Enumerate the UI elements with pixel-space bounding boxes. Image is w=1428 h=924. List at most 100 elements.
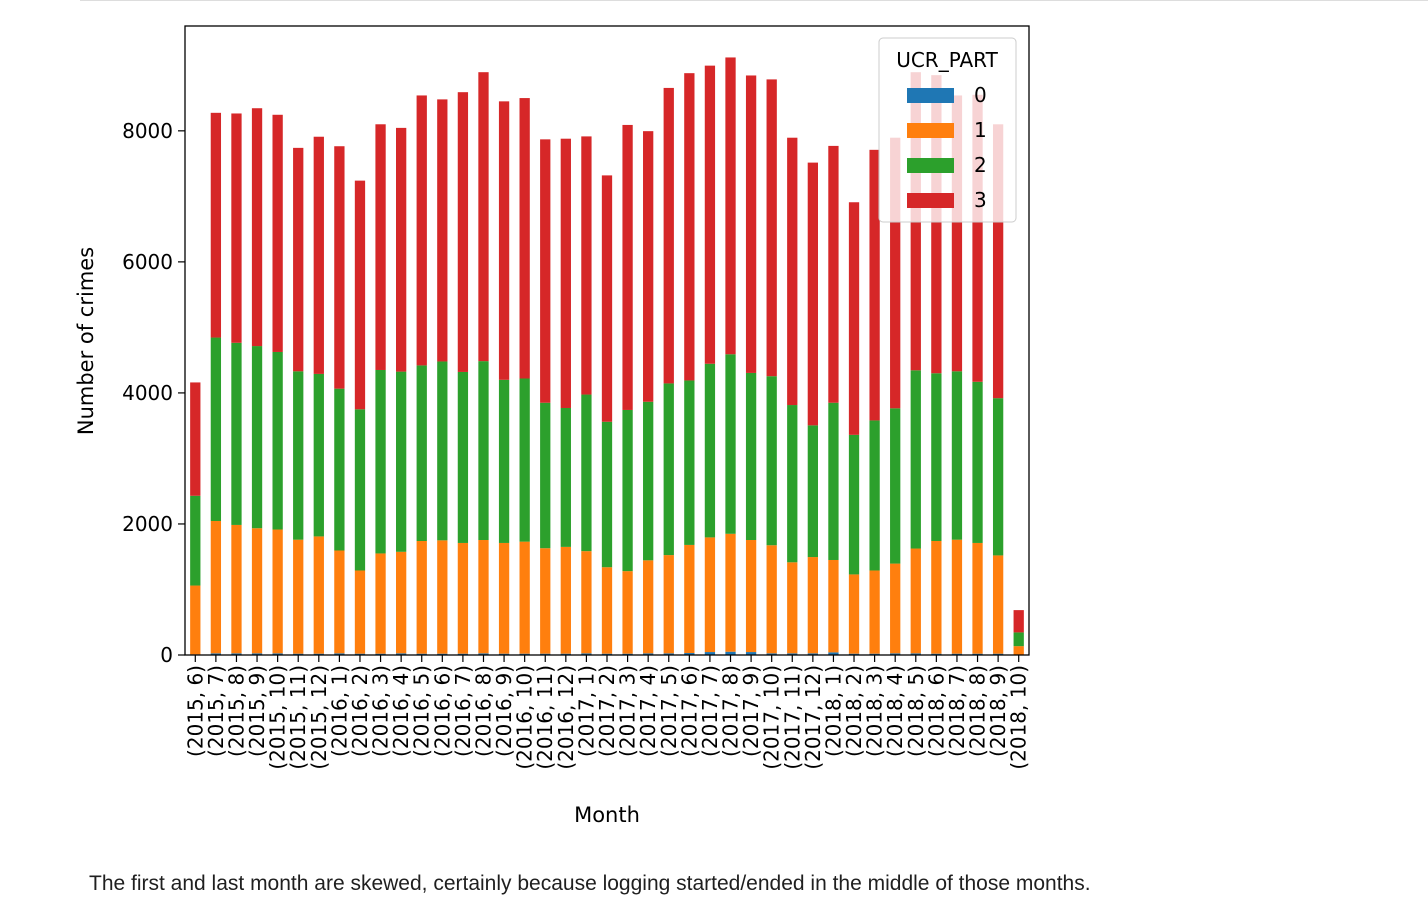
bar-segment-ucr3 — [498, 101, 510, 380]
bar-segment-ucr2 — [643, 401, 654, 561]
bar-segment-ucr2 — [354, 409, 366, 571]
bar-segment-ucr1 — [848, 574, 860, 654]
bar-segment-ucr2 — [869, 420, 880, 571]
bar-segment-ucr3 — [601, 175, 613, 422]
bar-segment-ucr0 — [313, 653, 324, 655]
bar-segment-ucr3 — [725, 57, 736, 355]
bar-segment-ucr2 — [663, 383, 674, 556]
bar-segment-ucr0 — [890, 653, 901, 655]
bar-segment-ucr3 — [848, 202, 860, 435]
bar-segment-ucr0 — [684, 653, 695, 655]
x-tick-label: (2017, 2) — [595, 665, 619, 757]
legend-swatch-ucr3 — [907, 193, 954, 208]
bar-segment-ucr3 — [581, 136, 592, 395]
x-tick-label: (2017, 3) — [616, 665, 640, 757]
x-tick-label: (2015, 6) — [183, 665, 207, 757]
bar-segment-ucr2 — [498, 379, 510, 543]
bar-segment-ucr3 — [272, 114, 283, 352]
bar-segment-ucr2 — [622, 409, 633, 572]
bar-segment-ucr3 — [231, 113, 242, 343]
bar-segment-ucr1 — [643, 560, 654, 654]
legend-label-ucr1: 1 — [974, 118, 987, 142]
bar-segment-ucr2 — [704, 363, 716, 538]
bar-segment-ucr0 — [745, 652, 757, 655]
bar-segment-ucr0 — [807, 653, 818, 655]
y-tick-label: 0 — [160, 643, 173, 667]
bar-segment-ucr0 — [231, 653, 242, 655]
bar-segment-ucr1 — [396, 551, 407, 654]
x-tick-label: (2018, 2) — [842, 665, 866, 757]
bar-segment-ucr3 — [354, 180, 366, 410]
x-tick-label: (2016, 6) — [430, 665, 454, 757]
x-tick-label: (2017, 7) — [698, 665, 722, 757]
bar-segment-ucr0 — [992, 653, 1004, 655]
bar-segment-ucr1 — [684, 544, 695, 654]
bar-segment-ucr0 — [622, 653, 633, 655]
x-tick-label: (2018, 9) — [986, 665, 1010, 757]
bar-segment-ucr3 — [293, 147, 304, 372]
bar-segment-ucr1 — [992, 555, 1004, 654]
bar-segment-ucr2 — [972, 381, 983, 543]
bar-segment-ucr1 — [869, 570, 880, 654]
bar-segment-ucr1 — [622, 571, 633, 654]
x-tick-label: (2016, 9) — [492, 665, 516, 757]
x-tick-label: (2016, 4) — [389, 665, 413, 757]
bar-segment-ucr3 — [375, 124, 386, 370]
y-tick-label: 4000 — [122, 381, 173, 405]
x-tick-label: (2018, 4) — [883, 665, 907, 757]
bar-segment-ucr3 — [313, 136, 324, 374]
bar-segment-ucr2 — [313, 373, 324, 537]
bar-segment-ucr2 — [931, 373, 942, 541]
bar-segment-ucr2 — [787, 405, 798, 563]
bar-segment-ucr3 — [828, 145, 839, 403]
bar-segment-ucr3 — [560, 138, 571, 408]
bar-segment-ucr1 — [210, 521, 222, 654]
bar-segment-ucr1 — [704, 537, 716, 653]
bar-segment-ucr3 — [190, 382, 201, 496]
bar-segment-ucr2 — [540, 402, 551, 549]
bar-segment-ucr2 — [951, 371, 963, 540]
bar-segment-ucr2 — [231, 342, 242, 525]
x-tick-label: (2015, 9) — [245, 665, 269, 757]
bar-segment-ucr1 — [354, 570, 366, 654]
legend-label-ucr0: 0 — [974, 83, 987, 107]
bar-segment-ucr3 — [540, 139, 551, 403]
bar-segment-ucr2 — [910, 370, 921, 549]
x-tick-label: (2017, 12) — [801, 665, 825, 770]
y-axis-label: Number of crimes — [74, 247, 98, 435]
legend: UCR_PART 0 1 2 3 — [878, 37, 1017, 223]
bar-segment-ucr3 — [931, 75, 942, 374]
bar-segment-ucr0 — [210, 653, 222, 655]
bar-segment-ucr3 — [622, 124, 633, 410]
bar-segment-ucr2 — [1013, 632, 1024, 647]
bar-segment-ucr1 — [890, 563, 901, 654]
bar-segment-ucr3 — [745, 75, 757, 373]
bar-segment-ucr3 — [787, 137, 798, 406]
x-tick-label: (2016, 11) — [533, 665, 557, 770]
bar-segment-ucr1 — [498, 542, 510, 654]
bar-segment-ucr2 — [293, 371, 304, 540]
x-tick-label: (2016, 2) — [348, 665, 372, 757]
x-tick-label: (2017, 11) — [780, 665, 804, 770]
x-tick-label: (2018, 7) — [945, 665, 969, 757]
bar-segment-ucr0 — [951, 653, 963, 655]
bar-segment-ucr0 — [478, 653, 489, 655]
bar-segment-ucr3 — [519, 98, 530, 379]
x-tick-label: (2017, 9) — [739, 665, 763, 757]
bar-segment-ucr3 — [210, 112, 222, 338]
x-tick-label: (2016, 12) — [554, 665, 578, 770]
bar-segment-ucr0 — [416, 653, 427, 655]
x-tick-label: (2016, 7) — [451, 665, 475, 757]
x-tick-label: (2015, 11) — [286, 665, 310, 770]
bar-segment-ucr2 — [766, 376, 777, 546]
legend-label-ucr3: 3 — [974, 188, 987, 212]
bar-segment-ucr1 — [601, 567, 613, 654]
bar-segment-ucr0 — [293, 653, 304, 655]
bar-segment-ucr2 — [519, 378, 530, 542]
bar-segment-ucr1 — [478, 540, 489, 654]
x-tick-label: (2016, 5) — [410, 665, 434, 757]
bar-segment-ucr2 — [437, 361, 448, 541]
x-tick-label: (2018, 5) — [904, 665, 928, 757]
x-tick-label: (2018, 8) — [966, 665, 990, 757]
bar-segment-ucr2 — [601, 421, 613, 568]
